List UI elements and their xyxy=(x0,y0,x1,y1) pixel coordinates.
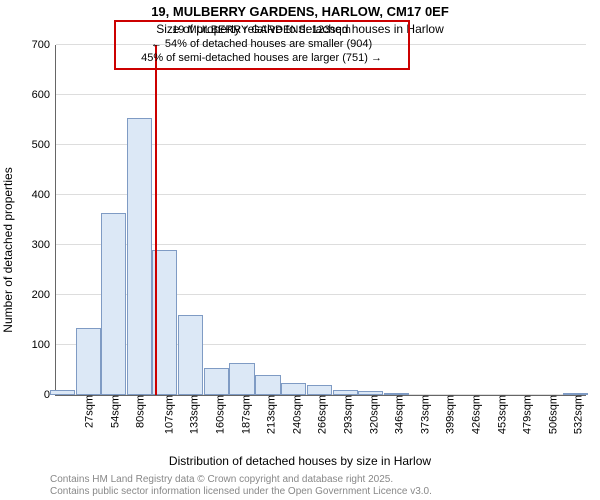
histogram-bar xyxy=(307,385,332,395)
plot-area: 010020030040050060070027sqm54sqm80sqm107… xyxy=(55,45,586,396)
x-tick-label: 346sqm xyxy=(390,395,406,434)
x-axis-label: Distribution of detached houses by size … xyxy=(0,454,600,468)
y-tick-label: 300 xyxy=(32,239,56,251)
histogram-bar xyxy=(178,315,203,395)
callout-line3: 45% of semi-detached houses are larger (… xyxy=(141,52,382,64)
property-marker-line xyxy=(155,45,157,395)
footnote-line2: Contains public sector information licen… xyxy=(50,486,432,497)
x-tick-label: 187sqm xyxy=(236,395,252,434)
x-tick-label: 293sqm xyxy=(339,395,355,434)
y-tick-label: 100 xyxy=(32,339,56,351)
callout-box: 19 MULBERRY GARDENS: 123sqm ← 54% of deta… xyxy=(114,20,410,69)
x-tick-label: 479sqm xyxy=(518,395,534,434)
x-tick-label: 559sqm xyxy=(595,395,600,434)
x-tick-label: 240sqm xyxy=(288,395,304,434)
x-tick-label: 320sqm xyxy=(365,395,381,434)
chart-container: 19, MULBERRY GARDENS, HARLOW, CM17 0EF S… xyxy=(0,0,600,500)
gridline xyxy=(56,94,586,95)
histogram-bar xyxy=(204,368,229,396)
histogram-bar xyxy=(76,328,101,396)
x-tick-label: 399sqm xyxy=(441,395,457,434)
histogram-bar xyxy=(255,375,280,395)
histogram-bar xyxy=(127,118,152,396)
x-tick-label: 160sqm xyxy=(210,395,226,434)
x-tick-label: 373sqm xyxy=(416,395,432,434)
y-axis-label: Number of detached properties xyxy=(1,167,15,332)
histogram-bar xyxy=(50,390,75,395)
x-tick-label: 266sqm xyxy=(313,395,329,434)
x-tick-label: 213sqm xyxy=(262,395,278,434)
y-tick-label: 200 xyxy=(32,289,56,301)
x-tick-label: 532sqm xyxy=(569,395,585,434)
y-tick-label: 600 xyxy=(32,89,56,101)
chart-title: 19, MULBERRY GARDENS, HARLOW, CM17 0EF xyxy=(0,4,600,19)
x-tick-label: 133sqm xyxy=(184,395,200,434)
x-tick-label: 54sqm xyxy=(105,395,121,428)
x-tick-label: 506sqm xyxy=(544,395,560,434)
x-tick-label: 27sqm xyxy=(79,395,95,428)
callout-line2: ← 54% of detached houses are smaller (90… xyxy=(151,38,372,50)
x-tick-label: 80sqm xyxy=(130,395,146,428)
x-tick-label: 107sqm xyxy=(159,395,175,434)
histogram-bar xyxy=(281,383,306,396)
histogram-bar xyxy=(101,213,126,396)
footnote: Contains HM Land Registry data © Crown c… xyxy=(50,474,432,498)
footnote-line1: Contains HM Land Registry data © Crown c… xyxy=(50,474,393,485)
callout-line1: 19 MULBERRY GARDENS: 123sqm xyxy=(172,24,351,36)
y-tick-label: 400 xyxy=(32,189,56,201)
histogram-bar xyxy=(229,363,254,396)
y-tick-label: 700 xyxy=(32,39,56,51)
y-tick-label: 500 xyxy=(32,139,56,151)
x-tick-label: 426sqm xyxy=(467,395,483,434)
x-tick-label: 453sqm xyxy=(493,395,509,434)
